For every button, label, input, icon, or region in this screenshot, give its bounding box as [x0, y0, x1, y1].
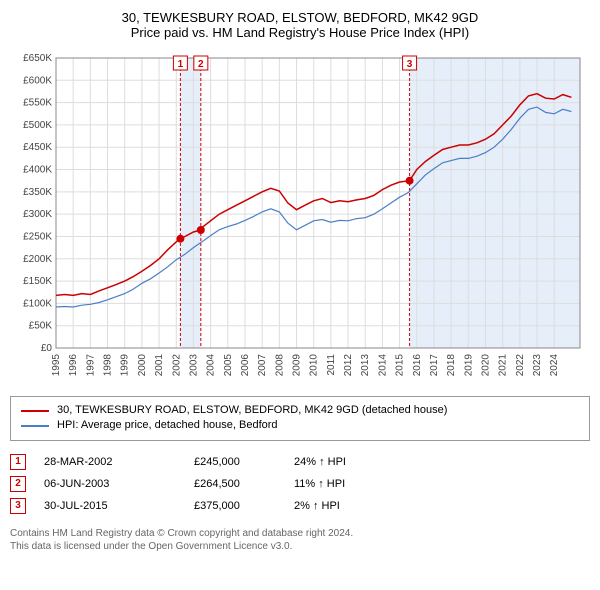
legend-item-property: 30, TEWKESBURY ROAD, ELSTOW, BEDFORD, MK…: [21, 403, 579, 418]
svg-text:£50K: £50K: [29, 321, 53, 332]
line-chart-svg: £0 £50K £100K £150K £200K £250K £300K £350K £400…: [10, 48, 590, 388]
legend-label-property: 30, TEWKESBURY ROAD, ELSTOW, BEDFORD, MK…: [57, 403, 447, 418]
marker-row-1: 1 28-MAR-2002 £245,000 24% ↑ HPI: [10, 451, 590, 473]
svg-text:2001: 2001: [154, 354, 165, 377]
marker-date-1: 28-MAR-2002: [44, 456, 194, 468]
legend-label-hpi: HPI: Average price, detached house, Bedf…: [57, 418, 278, 433]
svg-text:2013: 2013: [360, 354, 371, 377]
svg-text:2014: 2014: [377, 354, 388, 377]
legend: 30, TEWKESBURY ROAD, ELSTOW, BEDFORD, MK…: [10, 396, 590, 441]
footer-line1: Contains HM Land Registry data © Crown c…: [10, 527, 590, 540]
svg-text:£300K: £300K: [23, 209, 52, 220]
svg-text:2024: 2024: [549, 354, 560, 377]
legend-swatch-hpi: [21, 425, 49, 427]
marker-date-3: 30-JUL-2015: [44, 500, 194, 512]
svg-text:1: 1: [178, 59, 184, 70]
svg-text:2008: 2008: [274, 354, 285, 377]
svg-text:2: 2: [198, 59, 204, 70]
title-line2: Price paid vs. HM Land Registry's House …: [10, 25, 590, 40]
marker-badge-2: 2: [10, 476, 26, 492]
svg-text:2004: 2004: [206, 354, 217, 377]
footer-attribution: Contains HM Land Registry data © Crown c…: [10, 527, 590, 553]
svg-text:1997: 1997: [85, 354, 96, 377]
marker-date-2: 06-JUN-2003: [44, 478, 194, 490]
marker-price-2: £264,500: [194, 478, 294, 490]
svg-text:£200K: £200K: [23, 254, 52, 265]
svg-text:2016: 2016: [412, 354, 423, 377]
svg-text:£450K: £450K: [23, 142, 52, 153]
svg-text:£500K: £500K: [23, 120, 52, 131]
title-line1: 30, TEWKESBURY ROAD, ELSTOW, BEDFORD, MK…: [10, 10, 590, 25]
svg-text:2000: 2000: [137, 354, 148, 377]
svg-text:2005: 2005: [223, 354, 234, 377]
marker-row-2: 2 06-JUN-2003 £264,500 11% ↑ HPI: [10, 473, 590, 495]
svg-text:2002: 2002: [171, 354, 182, 377]
svg-text:3: 3: [407, 59, 413, 70]
svg-text:1995: 1995: [51, 354, 62, 377]
svg-text:2020: 2020: [481, 354, 492, 377]
svg-text:£0: £0: [41, 343, 53, 354]
marker-price-1: £245,000: [194, 456, 294, 468]
svg-text:£400K: £400K: [23, 165, 52, 176]
svg-text:£350K: £350K: [23, 187, 52, 198]
marker-price-3: £375,000: [194, 500, 294, 512]
svg-text:2019: 2019: [463, 354, 474, 377]
svg-text:2010: 2010: [309, 354, 320, 377]
svg-text:£550K: £550K: [23, 98, 52, 109]
svg-text:1998: 1998: [103, 354, 114, 377]
svg-text:2021: 2021: [498, 354, 509, 377]
svg-text:2023: 2023: [532, 354, 543, 377]
marker-row-3: 3 30-JUL-2015 £375,000 2% ↑ HPI: [10, 495, 590, 517]
svg-text:2006: 2006: [240, 354, 251, 377]
marker-delta-3: 2% ↑ HPI: [294, 500, 414, 512]
svg-text:2003: 2003: [188, 354, 199, 377]
chart-container: 30, TEWKESBURY ROAD, ELSTOW, BEDFORD, MK…: [10, 10, 590, 553]
svg-text:2018: 2018: [446, 354, 457, 377]
svg-text:2015: 2015: [395, 354, 406, 377]
svg-text:£650K: £650K: [23, 53, 52, 64]
sale-markers: 1 28-MAR-2002 £245,000 24% ↑ HPI 2 06-JU…: [10, 451, 590, 517]
svg-text:2011: 2011: [326, 354, 337, 376]
svg-text:£100K: £100K: [23, 298, 52, 309]
chart-title: 30, TEWKESBURY ROAD, ELSTOW, BEDFORD, MK…: [10, 10, 590, 40]
svg-text:£250K: £250K: [23, 231, 52, 242]
svg-text:1999: 1999: [120, 354, 131, 377]
svg-text:2022: 2022: [515, 354, 526, 377]
marker-delta-1: 24% ↑ HPI: [294, 456, 414, 468]
plot-area: £0 £50K £100K £150K £200K £250K £300K £350K £400…: [10, 48, 590, 388]
svg-text:1996: 1996: [68, 354, 79, 377]
svg-text:£600K: £600K: [23, 75, 52, 86]
svg-text:2017: 2017: [429, 354, 440, 377]
svg-text:2012: 2012: [343, 354, 354, 377]
legend-swatch-property: [21, 410, 49, 412]
marker-delta-2: 11% ↑ HPI: [294, 478, 414, 490]
marker-badge-1: 1: [10, 454, 26, 470]
legend-item-hpi: HPI: Average price, detached house, Bedf…: [21, 418, 579, 433]
footer-line2: This data is licensed under the Open Gov…: [10, 540, 590, 553]
svg-text:2007: 2007: [257, 354, 268, 377]
marker-badge-3: 3: [10, 498, 26, 514]
svg-text:£150K: £150K: [23, 276, 52, 287]
svg-text:2009: 2009: [292, 354, 303, 377]
